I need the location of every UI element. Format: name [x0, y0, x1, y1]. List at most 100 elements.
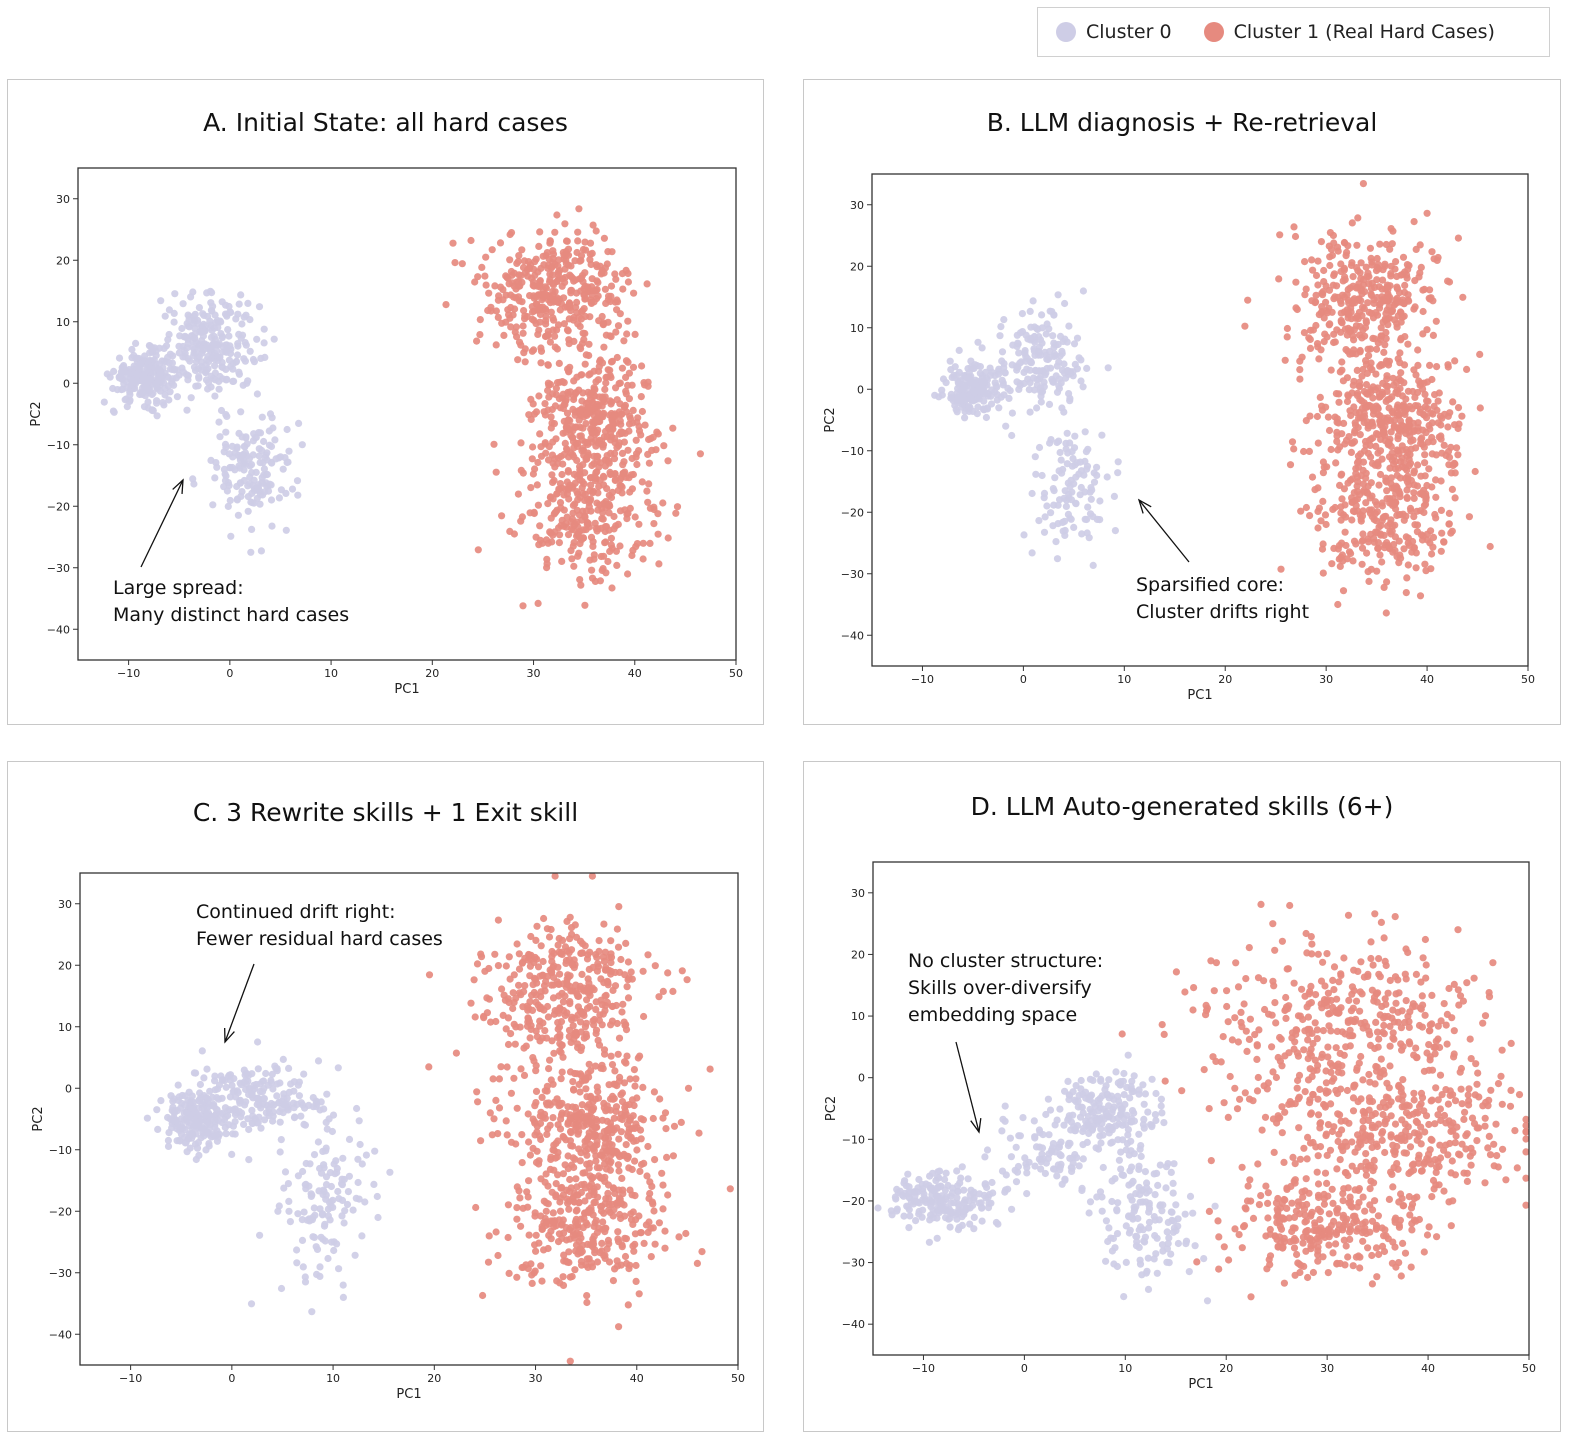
data-point [593, 967, 602, 975]
data-point [133, 371, 141, 379]
data-point [541, 400, 549, 408]
data-point [608, 1002, 616, 1011]
data-point [216, 433, 224, 441]
data-point [1031, 453, 1039, 461]
data-point [570, 1086, 578, 1094]
data-point [1390, 460, 1398, 468]
data-point [670, 1122, 679, 1130]
data-point [1359, 530, 1367, 538]
data-point [273, 1080, 281, 1088]
data-point [603, 1245, 611, 1253]
data-point [130, 378, 139, 387]
data-point [1318, 406, 1326, 414]
data-point [260, 437, 268, 446]
data-point [608, 1061, 617, 1069]
data-point [504, 1014, 512, 1022]
data-point [1029, 297, 1037, 305]
data-point [654, 510, 662, 518]
data-point [1398, 313, 1407, 321]
data-point [527, 932, 535, 941]
data-point [1454, 234, 1462, 242]
data-point [1379, 428, 1387, 436]
data-point [655, 1219, 664, 1227]
data-point [471, 1013, 479, 1021]
data-point [170, 1108, 178, 1116]
data-point [531, 1267, 539, 1275]
data-point [1410, 513, 1418, 521]
data-point [298, 1236, 307, 1244]
data-point [299, 1263, 307, 1271]
data-point [1052, 538, 1060, 546]
data-point [581, 238, 589, 246]
data-point [1035, 517, 1043, 525]
data-point [1476, 404, 1484, 412]
data-point [192, 382, 200, 390]
data-point [1338, 495, 1346, 503]
data-point [953, 1215, 961, 1223]
data-point [620, 438, 629, 446]
data-point [540, 914, 548, 923]
data-point [1416, 241, 1424, 249]
data-point [1045, 354, 1053, 362]
data-point [232, 358, 240, 366]
data-point [152, 360, 160, 368]
data-point [1367, 453, 1375, 461]
data-point [512, 1023, 520, 1031]
data-point [1049, 332, 1057, 340]
x-axis-label: PC1 [394, 682, 419, 697]
data-point [1420, 508, 1428, 517]
data-point [1401, 410, 1409, 418]
data-point [1057, 456, 1065, 464]
data-point [1283, 324, 1291, 333]
data-point [570, 453, 578, 461]
data-point [1063, 429, 1071, 437]
data-point [606, 547, 614, 555]
x-tick-label: 20 [425, 667, 439, 680]
data-point [605, 509, 613, 517]
data-point [1362, 317, 1370, 325]
data-point [624, 1153, 632, 1161]
data-point [560, 294, 568, 302]
data-point [1332, 459, 1340, 467]
data-point [1332, 390, 1340, 398]
data-point [1440, 538, 1448, 546]
data-point [277, 1284, 286, 1293]
data-point [1401, 464, 1409, 472]
data-point [262, 1109, 270, 1117]
data-point [547, 1227, 555, 1235]
data-point [483, 1009, 491, 1017]
data-point [603, 433, 611, 441]
legend: Cluster 0 Cluster 1 (Real Hard Cases) [1037, 7, 1550, 57]
data-point [257, 1124, 265, 1132]
data-point [294, 491, 302, 499]
data-point [1410, 494, 1418, 502]
data-point [640, 1159, 648, 1167]
data-point [629, 406, 637, 414]
data-point [1022, 331, 1030, 339]
data-point [637, 393, 645, 401]
data-point [583, 1298, 591, 1307]
data-point [925, 1238, 933, 1246]
data-point [1015, 349, 1023, 357]
data-point [238, 1109, 246, 1117]
data-point [622, 1026, 631, 1034]
data-point [314, 1057, 323, 1065]
data-point [617, 1214, 625, 1223]
data-point [595, 1224, 603, 1232]
data-point [143, 1114, 151, 1122]
data-point [276, 1118, 284, 1126]
data-point [949, 397, 957, 405]
data-point [693, 1259, 702, 1267]
data-point [1367, 290, 1375, 298]
data-point [1314, 281, 1322, 289]
data-point [1410, 218, 1418, 226]
data-point [1416, 592, 1425, 600]
x-tick-label: 0 [226, 667, 233, 680]
data-point [505, 1269, 513, 1277]
data-point [345, 1135, 354, 1143]
data-point [502, 272, 510, 280]
data-point [626, 1075, 634, 1083]
data-point [606, 366, 614, 374]
data-point [1379, 266, 1387, 274]
data-point [553, 345, 562, 353]
